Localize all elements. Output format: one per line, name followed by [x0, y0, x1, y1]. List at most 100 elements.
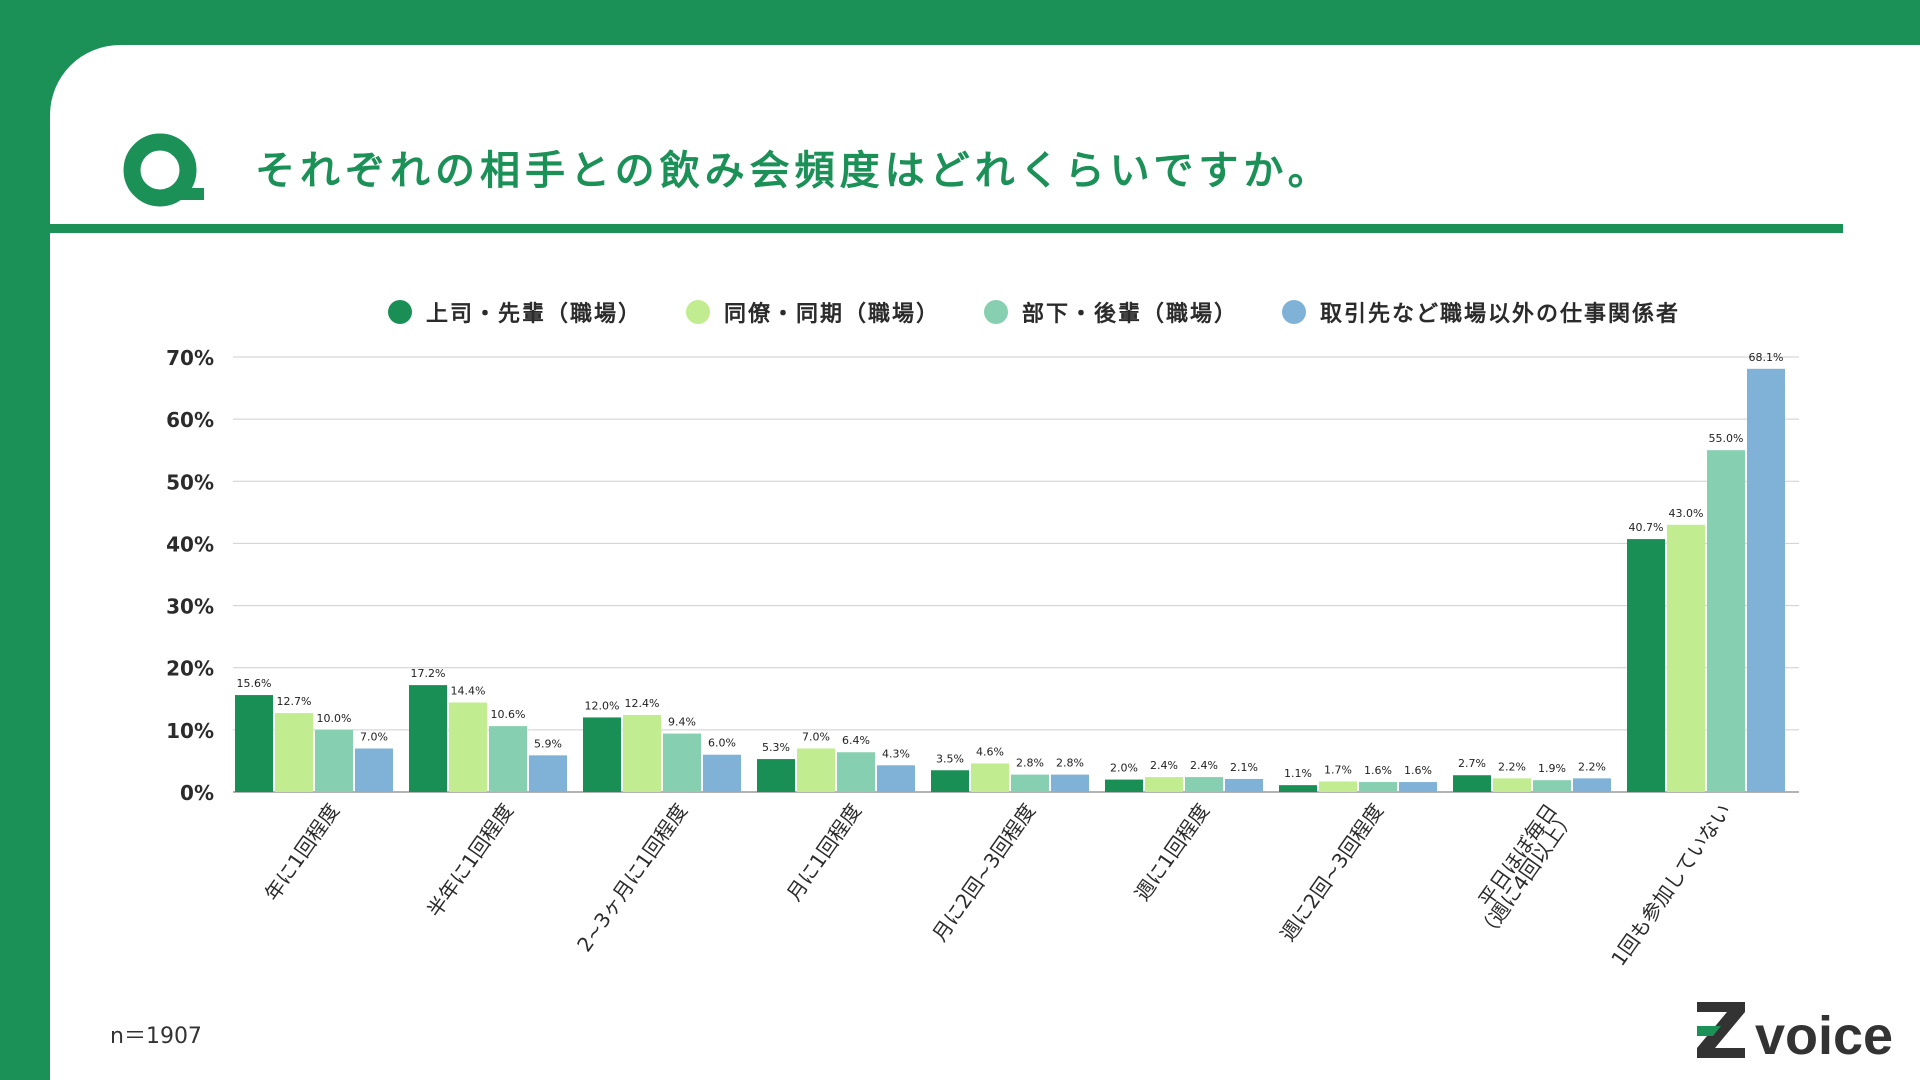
bar: [623, 714, 661, 792]
bar: [1185, 777, 1223, 792]
data-label: 2.2%: [1498, 760, 1526, 773]
data-label: 2.0%: [1110, 762, 1138, 775]
bar: [449, 702, 487, 792]
bar: [529, 755, 567, 792]
data-label: 1.9%: [1538, 762, 1566, 775]
legend-swatch: [1282, 300, 1307, 324]
legend-item-client: 取引先など職場以外の仕事関係者: [1282, 296, 1680, 328]
bar: [1011, 774, 1049, 792]
legend-swatch: [686, 300, 711, 324]
x-tick-label: 週に1回程度: [1130, 799, 1214, 905]
data-label: 14.4%: [451, 685, 486, 698]
bar: [315, 729, 353, 792]
y-tick-label: 60%: [166, 408, 214, 432]
data-label: 2.8%: [1056, 757, 1084, 770]
bar: [1051, 774, 1089, 792]
bar: [275, 713, 313, 792]
svg-text:voice: voice: [1755, 1006, 1893, 1062]
bar: [1225, 778, 1263, 792]
bar: [703, 754, 741, 792]
legend-item-peer: 同僚・同期（職場）: [686, 296, 940, 328]
data-label: 17.2%: [411, 667, 446, 680]
legend-item-junior: 部下・後輩（職場）: [984, 296, 1238, 328]
x-tick-label: 週に2回~3回程度: [1275, 799, 1388, 946]
data-label: 10.6%: [491, 708, 526, 721]
data-label: 1.1%: [1284, 767, 1312, 780]
x-tick-label: 年に1回程度: [260, 799, 344, 905]
bar: [1145, 777, 1183, 792]
data-label: 2.2%: [1578, 760, 1606, 773]
x-tick-label: 月に2回~3回程度: [927, 799, 1040, 946]
bar: [409, 685, 447, 792]
data-label: 6.0%: [708, 737, 736, 750]
title-divider: [50, 224, 1843, 233]
data-label: 4.3%: [882, 747, 910, 760]
data-label: 5.9%: [534, 737, 562, 750]
bar: [663, 733, 701, 792]
data-label: 2.7%: [1458, 757, 1486, 770]
content-card: [50, 45, 1920, 1080]
bar: [1627, 539, 1665, 792]
data-label: 1.7%: [1324, 763, 1352, 776]
data-label: 2.8%: [1016, 757, 1044, 770]
y-tick-label: 40%: [166, 532, 214, 556]
legend-label: 部下・後輩（職場）: [1022, 302, 1239, 327]
bar: [1319, 781, 1357, 792]
legend-swatch: [388, 300, 412, 324]
legend-label: 上司・先輩（職場）: [426, 302, 643, 327]
bar: [1399, 782, 1437, 792]
bar: [235, 695, 273, 792]
data-label: 5.3%: [762, 741, 790, 754]
bar: [837, 752, 875, 792]
bar: [797, 748, 835, 792]
data-label: 12.7%: [277, 695, 312, 708]
data-label: 1.6%: [1404, 764, 1432, 777]
y-tick-label: 10%: [166, 719, 214, 743]
bar: [1493, 778, 1531, 792]
chart-legend: 上司・先輩（職場） 同僚・同期（職場） 部下・後輩（職場） 取引先など職場以外の…: [388, 297, 1724, 327]
data-label: 1.6%: [1364, 764, 1392, 777]
bar: [931, 770, 969, 792]
bar: [583, 717, 621, 792]
bar: [1359, 782, 1397, 792]
bar: [1667, 524, 1705, 792]
legend-label: 取引先など職場以外の仕事関係者: [1320, 302, 1681, 327]
page-title: それぞれの相手との飲み会頻度はどれくらいですか。: [255, 148, 1333, 194]
x-tick-label: 2~3ヶ月に1回程度: [572, 799, 692, 956]
data-label: 7.0%: [360, 731, 388, 744]
data-label: 40.7%: [1629, 521, 1664, 534]
y-tick-label: 20%: [166, 657, 214, 681]
x-tick-label: 1回も参加していない: [1606, 799, 1736, 970]
bar: [1533, 780, 1571, 792]
bar: [877, 765, 915, 792]
y-tick-label: 0%: [180, 781, 214, 805]
data-label: 6.4%: [842, 734, 870, 747]
data-label: 2.1%: [1230, 761, 1258, 774]
sample-size: n＝1907: [110, 1024, 202, 1049]
data-label: 2.4%: [1150, 759, 1178, 772]
data-label: 2.4%: [1190, 759, 1218, 772]
y-tick-label: 30%: [166, 595, 214, 619]
legend-swatch: [984, 300, 1009, 324]
bar: [355, 748, 393, 792]
data-label: 68.1%: [1749, 351, 1784, 364]
bar: [1747, 368, 1785, 792]
q-icon: [123, 133, 204, 207]
data-label: 12.0%: [585, 699, 620, 712]
y-tick-label: 70%: [166, 346, 214, 370]
x-tick-label: 月に1回程度: [782, 799, 866, 905]
bar: [1105, 779, 1143, 792]
data-label: 55.0%: [1709, 432, 1744, 445]
bar: [1279, 785, 1317, 792]
zvoice-logo: voice: [1697, 1002, 1893, 1062]
data-label: 12.4%: [625, 697, 660, 710]
bar: [1573, 778, 1611, 792]
bar: [1453, 775, 1491, 792]
bar: [489, 726, 527, 792]
data-label: 43.0%: [1669, 507, 1704, 520]
data-label: 9.4%: [668, 716, 696, 729]
data-label: 4.6%: [976, 745, 1004, 758]
bar: [971, 763, 1009, 792]
data-label: 3.5%: [936, 752, 964, 765]
